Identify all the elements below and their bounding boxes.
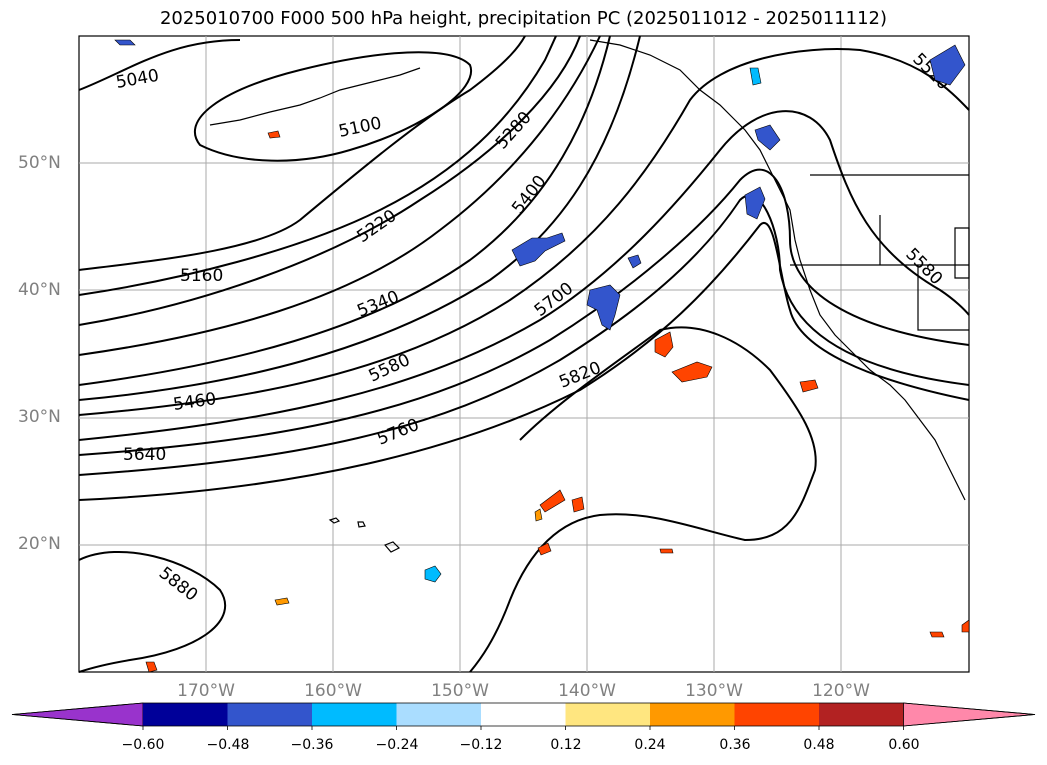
colorbar-tick-label: 0.60	[888, 737, 920, 753]
lon-label: 140°W	[558, 681, 616, 701]
contour-5220	[78, 35, 557, 296]
colorbar-bin	[227, 703, 312, 726]
lat-label: 30°N	[18, 407, 61, 427]
colorbar-extend-min	[11, 702, 144, 727]
contour-5520	[78, 48, 970, 416]
lat-label: 20°N	[18, 534, 61, 554]
contour-label: 5160	[180, 266, 223, 286]
gridlines	[79, 36, 969, 672]
colorbar-bin	[396, 703, 481, 726]
colorbar	[11, 702, 1036, 730]
contour-5580	[78, 110, 970, 441]
contour-5700	[78, 194, 970, 476]
contour-5460	[78, 35, 641, 401]
contour-5760	[78, 221, 970, 501]
colorbar-tick-label: 0.48	[803, 737, 835, 753]
colorbar-bin	[650, 703, 735, 726]
colorbar-tick-label: −0.12	[459, 737, 503, 753]
colorbar-tick-label: 0.12	[550, 737, 582, 753]
colorbar-tick-label: −0.36	[290, 737, 334, 753]
height-contours	[78, 35, 970, 673]
colorbar-bin	[481, 703, 566, 726]
contour-5400	[78, 35, 611, 386]
colorbar-bin	[819, 703, 904, 726]
map-title: 2025010700 F000 500 hPa height, precipit…	[159, 8, 888, 29]
contour-5040	[78, 39, 241, 91]
colorbar-tick-label: −0.60	[121, 737, 165, 753]
lat-label: 50°N	[18, 153, 61, 173]
contour-5820	[469, 326, 817, 673]
colorbar-tick-label: −0.48	[206, 737, 250, 753]
colorbar-tick-label: −0.24	[375, 737, 419, 753]
coastlines	[209, 39, 970, 553]
lon-label: 150°W	[431, 681, 489, 701]
contour-5160	[78, 35, 526, 271]
colorbar-bin	[143, 703, 228, 726]
contour-5640	[78, 168, 970, 456]
precip-patches	[114, 39, 970, 673]
colorbar-extend-max	[903, 702, 1036, 727]
colorbar-bin	[565, 703, 650, 726]
contour-5880	[78, 551, 227, 673]
colorbar-bin	[734, 703, 819, 726]
lon-label: 120°W	[812, 681, 870, 701]
contour-5340	[78, 35, 601, 356]
contour-label: 5640	[123, 445, 166, 465]
colorbar-bin	[312, 703, 397, 726]
colorbar-tick-label: 0.24	[634, 737, 666, 753]
lon-label: 130°W	[685, 681, 743, 701]
lat-label: 40°N	[18, 280, 61, 300]
lon-label: 160°W	[304, 681, 362, 701]
colorbar-tick-label: 0.36	[719, 737, 751, 753]
contour-5280	[78, 35, 581, 326]
contour-5100	[193, 51, 473, 162]
lon-label: 170°W	[177, 681, 235, 701]
